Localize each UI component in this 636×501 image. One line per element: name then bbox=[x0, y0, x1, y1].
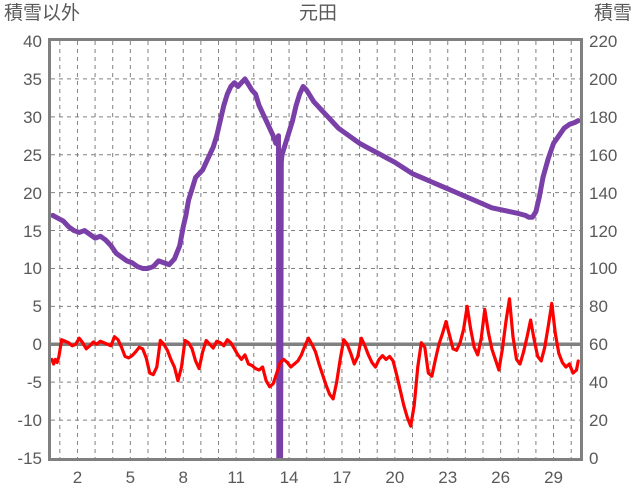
chart-title: 元田 bbox=[298, 3, 337, 24]
x-axis-tick-label: 20 bbox=[385, 468, 405, 487]
left-axis-tick-label: 30 bbox=[23, 107, 42, 127]
x-axis-tick-label: 26 bbox=[491, 468, 511, 487]
right-axis-tick-label: 0 bbox=[589, 449, 599, 468]
right-axis-tick-label: 200 bbox=[589, 69, 618, 89]
left-axis-tick-label: -5 bbox=[26, 373, 42, 393]
right-axis-tick-label: 100 bbox=[589, 259, 618, 279]
x-axis-tick-label: 8 bbox=[178, 468, 188, 487]
x-axis-tick-label: 5 bbox=[125, 468, 136, 487]
x-axis-tick-label: 14 bbox=[279, 468, 299, 487]
left-axis-tick-label: -15 bbox=[17, 449, 42, 468]
right-axis-tick-label: 160 bbox=[589, 145, 618, 165]
right-axis-tick-label: 20 bbox=[589, 411, 608, 431]
left-axis-tick-label: 10 bbox=[23, 259, 42, 279]
right-axis-tick-label: 180 bbox=[589, 107, 618, 127]
x-axis-tick-label: 17 bbox=[332, 468, 352, 487]
right-axis-title: 積雪 bbox=[593, 3, 632, 24]
left-axis-tick-label: 35 bbox=[23, 69, 42, 89]
x-axis-tick-label: 23 bbox=[438, 468, 458, 487]
left-axis-tick-label: -10 bbox=[17, 411, 42, 431]
series-line-snow bbox=[51, 76, 580, 458]
right-axis-tick-label: 220 bbox=[589, 32, 618, 51]
x-axis-tick-label: 29 bbox=[544, 468, 563, 487]
right-axis-tick-label: 80 bbox=[589, 297, 608, 317]
right-axis-tick-label: 140 bbox=[589, 183, 618, 203]
left-axis-tick-label: 25 bbox=[23, 145, 42, 165]
plot-area bbox=[48, 38, 583, 461]
right-axis-tick-label: 120 bbox=[589, 221, 618, 241]
left-axis-tick-label: 0 bbox=[32, 335, 42, 355]
x-axis-tick-label: 11 bbox=[227, 468, 245, 487]
data-series-layer bbox=[51, 76, 580, 458]
left-axis-tick-label: 5 bbox=[32, 297, 42, 317]
left-axis-title: 積雪以外 bbox=[4, 3, 81, 24]
right-axis-tick-label: 40 bbox=[589, 373, 608, 393]
left-axis-tick-label: 40 bbox=[23, 32, 42, 51]
left-axis-tick-label: 15 bbox=[23, 221, 42, 241]
right-axis-tick-label: 60 bbox=[589, 335, 608, 355]
series-line-other bbox=[51, 297, 580, 428]
x-axis-tick-label: 2 bbox=[72, 468, 83, 487]
left-axis-tick-label: 20 bbox=[23, 183, 42, 203]
